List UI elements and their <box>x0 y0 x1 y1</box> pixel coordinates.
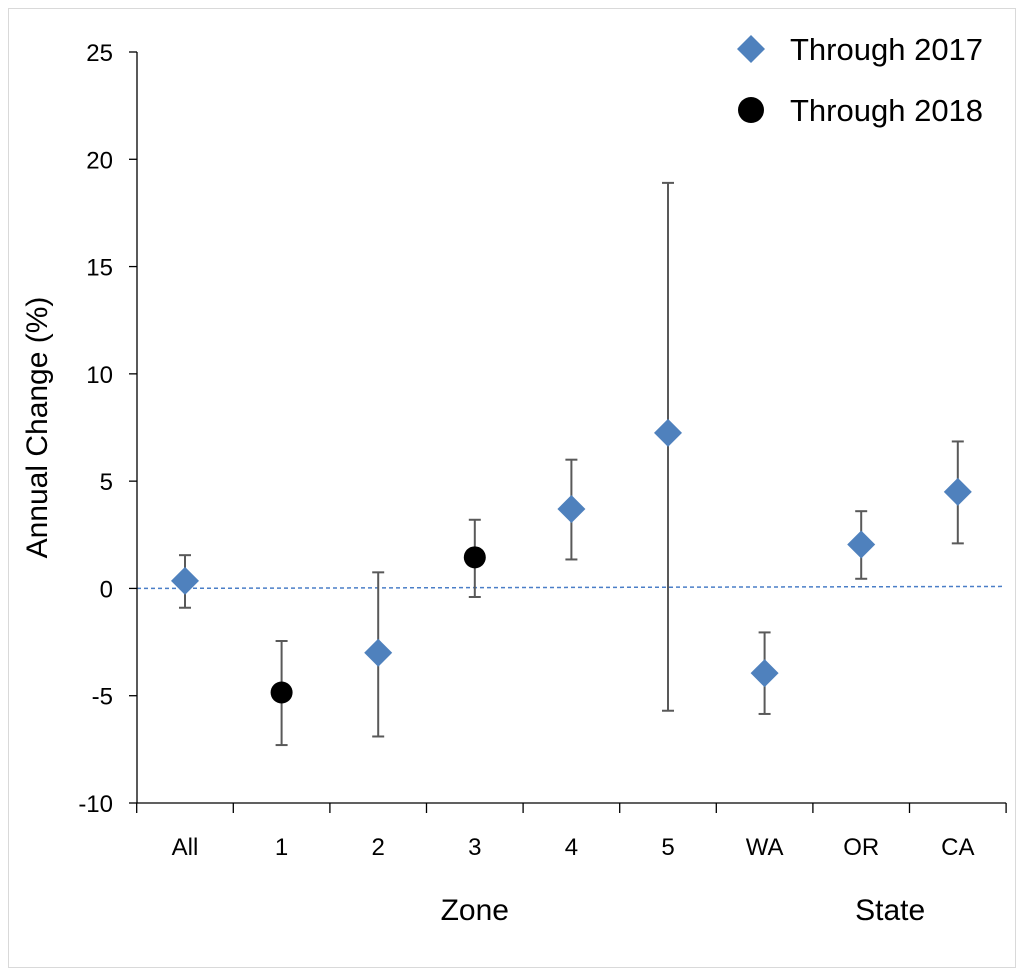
data-points <box>171 418 972 704</box>
y-tick-label: 5 <box>100 469 113 496</box>
x-category-label: 2 <box>372 834 385 861</box>
x-group-label: State <box>855 894 925 927</box>
x-category-label: All <box>172 834 199 861</box>
data-point-diamond <box>654 418 682 447</box>
axis-labels: -10 -5 0 5 10 15 20 25 All 1 2 3 4 5 WA OR CA Zone State An… <box>21 40 974 927</box>
y-tick-label: 25 <box>86 40 113 67</box>
data-point-circle <box>463 546 486 569</box>
error-bars <box>179 181 964 747</box>
zero-reference-line <box>136 585 1004 590</box>
data-point-diamond <box>943 477 972 506</box>
y-tick-label: -10 <box>78 791 113 818</box>
y-axis-title: Annual Change (%) <box>21 297 54 559</box>
legend-marker-circle <box>738 97 764 123</box>
data-point-diamond <box>557 495 586 524</box>
legend-label: Through 2018 <box>790 93 983 128</box>
y-tick-label: 20 <box>86 147 113 174</box>
data-point-diamond <box>847 530 876 559</box>
x-category-label: OR <box>843 834 879 861</box>
x-category-label: 3 <box>468 834 481 861</box>
x-category-label: 1 <box>275 834 288 861</box>
y-tick-label: -5 <box>92 684 113 711</box>
legend-label: Through 2017 <box>790 32 983 67</box>
x-category-label: 4 <box>565 834 578 861</box>
y-tick-label: 0 <box>100 576 113 603</box>
data-point-diamond <box>364 638 393 667</box>
x-category-label: WA <box>746 834 784 861</box>
x-category-label: 5 <box>661 834 674 861</box>
legend: Through 2017 Through 2018 <box>737 32 983 128</box>
y-tick-label: 15 <box>86 255 113 282</box>
data-point-diamond <box>750 659 779 688</box>
y-tick-label: 10 <box>86 362 113 389</box>
data-point-circle <box>270 681 293 704</box>
x-category-label: CA <box>941 834 974 861</box>
axes <box>129 51 1007 813</box>
data-point-diamond <box>171 566 199 595</box>
chart-frame <box>8 8 1016 968</box>
reference-line-layer <box>136 585 1004 590</box>
legend-marker-diamond <box>737 35 765 63</box>
x-group-label: Zone <box>441 894 509 927</box>
